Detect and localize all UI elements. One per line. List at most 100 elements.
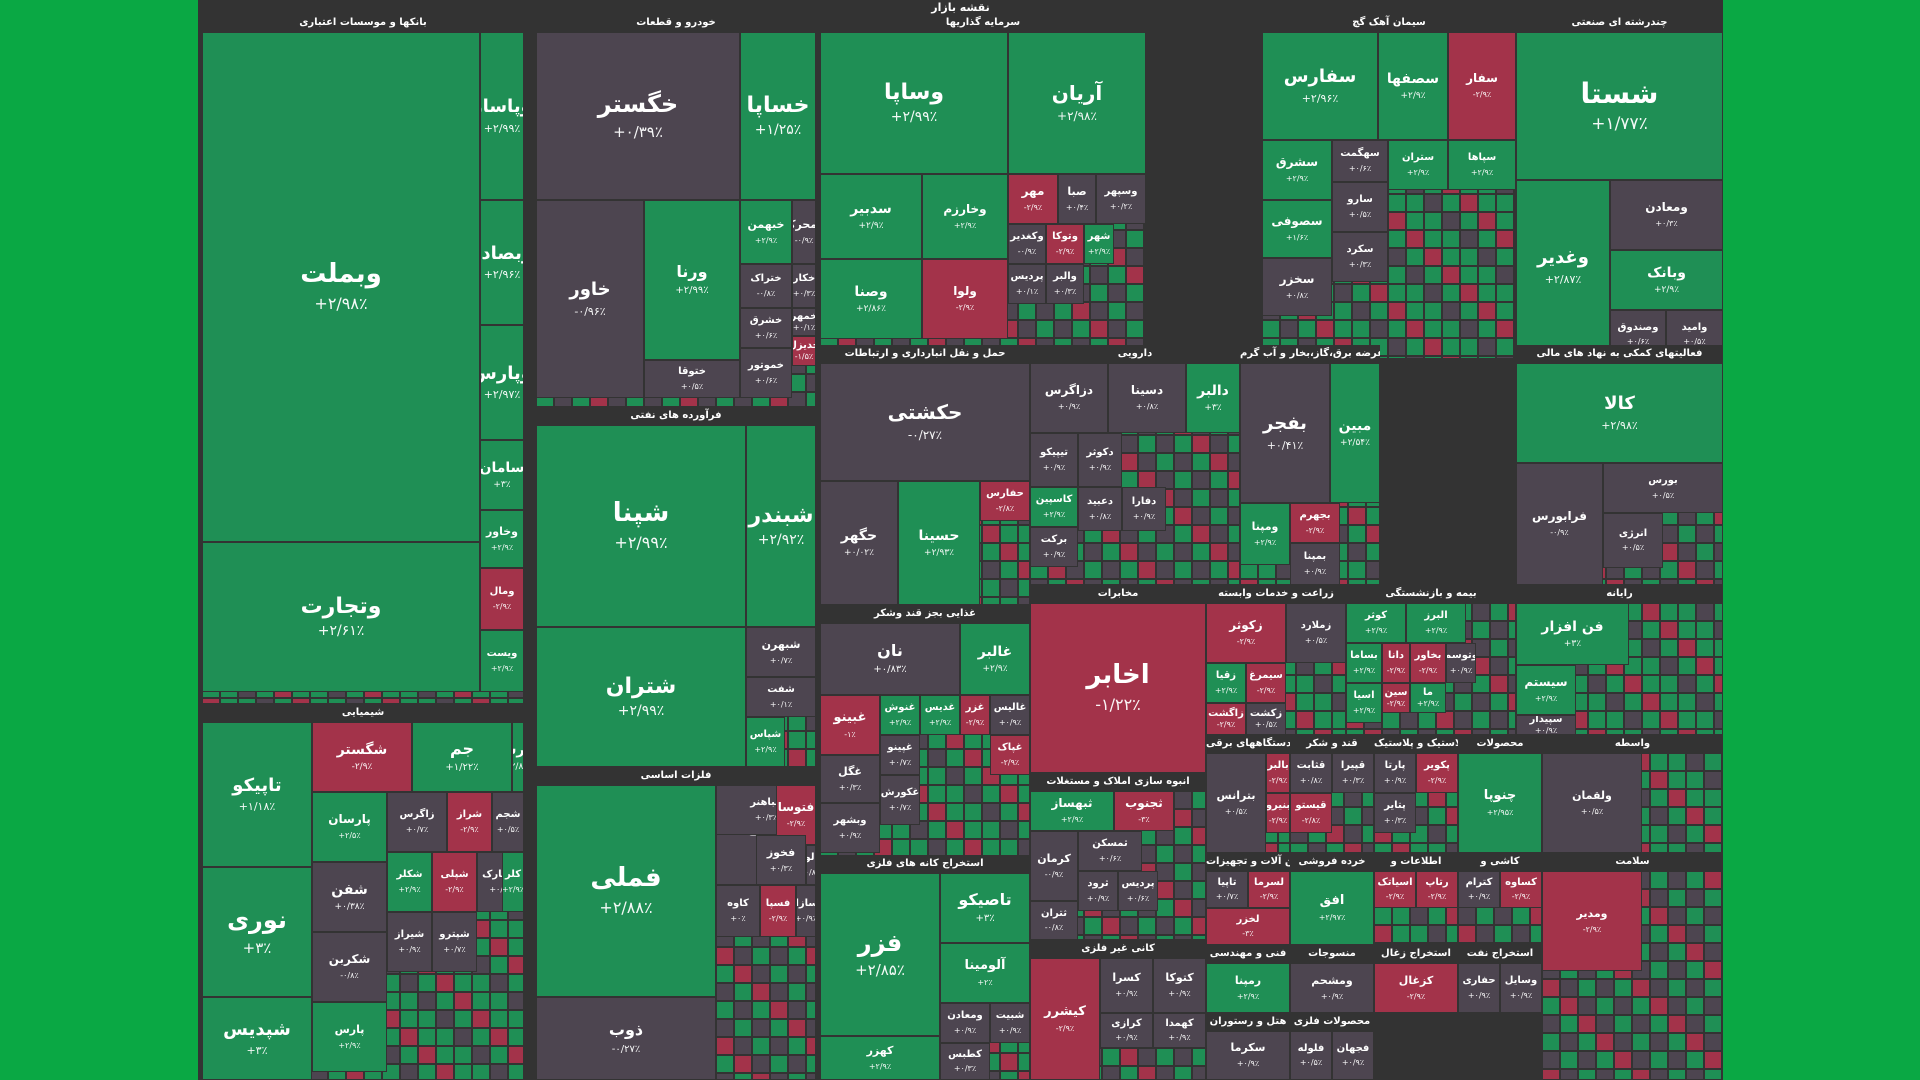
stock-tile[interactable]: حگهر +۰/۰۲٪ [820, 481, 898, 605]
stock-tile[interactable]: زکوثر -۲/۹٪ [1206, 603, 1286, 663]
stock-tile[interactable]: دعبید +۰/۸٪ [1078, 487, 1122, 531]
stock-tile[interactable]: زقیا +۲/۹٪ [1206, 663, 1246, 703]
stock-tile[interactable]: ذوب -۰/۲۷٪ [536, 997, 716, 1080]
stock-tile[interactable]: نوری +۳٪ [202, 867, 312, 997]
stock-tile[interactable]: تاپیکو +۱/۱۸٪ [202, 722, 312, 867]
stock-tile[interactable]: البرز +۲/۹٪ [1406, 603, 1466, 643]
stock-tile[interactable]: سخزر +۰/۸٪ [1262, 258, 1332, 316]
stock-tile[interactable]: ختوقا +۰/۵٪ [644, 360, 740, 398]
stock-tile[interactable]: قیستو -۲/۸٪ [1290, 793, 1332, 833]
stock-tile[interactable]: ومپنا +۲/۹٪ [1240, 503, 1290, 565]
stock-tile[interactable]: صبا +۰/۴٪ [1058, 174, 1096, 224]
stock-tile[interactable]: ورنا +۲/۹۹٪ [644, 200, 740, 360]
stock-tile[interactable]: ثجنوب -۳٪ [1114, 791, 1174, 831]
stock-tile[interactable]: خساپا +۱/۲۵٪ [740, 32, 816, 200]
stock-tile[interactable]: غنوش +۲/۹٪ [880, 695, 920, 735]
stock-tile[interactable]: خاور -۰/۹۶٪ [536, 200, 644, 398]
stock-tile[interactable]: چنوپا +۲/۹۵٪ [1458, 753, 1542, 853]
stock-tile[interactable]: غگل +۰/۳٪ [820, 755, 880, 803]
stock-tile[interactable]: سصوفی +۱/۶٪ [1262, 200, 1332, 258]
stock-tile[interactable]: کرمان -۰/۹٪ [1030, 831, 1078, 901]
stock-tile[interactable]: شپنا +۲/۹۹٪ [536, 425, 746, 627]
stock-tile[interactable]: اسیا +۲/۹٪ [1346, 683, 1382, 723]
stock-tile[interactable]: سامان +۳٪ [480, 440, 524, 510]
stock-tile[interactable]: پردیس +۰/۶٪ [1118, 871, 1158, 911]
stock-tile[interactable]: کتوکا +۰/۹٪ [1153, 958, 1206, 1013]
stock-tile[interactable]: خمحرکه-۰/۹٪ [792, 200, 816, 264]
stock-tile[interactable]: خبهمن +۲/۹٪ [740, 200, 792, 264]
stock-tile[interactable]: وبانک +۲/۹٪ [1610, 250, 1723, 310]
stock-tile[interactable]: ثرود +۰/۹٪ [1078, 871, 1118, 911]
stock-tile[interactable]: وتوسم+۰/۹٪ [1446, 643, 1476, 683]
stock-tile[interactable]: غالبر +۲/۹٪ [960, 623, 1030, 695]
stock-tile[interactable]: شکلر +۲/۹٪ [387, 852, 432, 912]
stock-tile[interactable]: کوثر +۲/۹٪ [1346, 603, 1406, 643]
stock-tile[interactable]: ثمسکن +۰/۶٪ [1078, 831, 1142, 871]
stock-tile[interactable]: فالوم-۰/۸٪ [806, 845, 816, 885]
stock-tile[interactable]: کهمدا +۰/۹٪ [1153, 1013, 1206, 1048]
stock-tile[interactable]: سصفها +۲/۹٪ [1378, 32, 1448, 140]
stock-tile[interactable]: ستران +۲/۹٪ [1388, 140, 1448, 190]
stock-tile[interactable]: خدیزل-۱/۵٪ [792, 336, 816, 366]
stock-tile[interactable]: ثبهساز +۲/۹٪ [1030, 791, 1114, 831]
stock-tile[interactable]: زملارد +۰/۵٪ [1286, 603, 1346, 663]
stock-tile[interactable]: شپاس +۲/۹٪ [746, 717, 785, 767]
stock-tile[interactable]: ومال -۲/۹٪ [480, 568, 524, 630]
stock-tile[interactable]: وبصادر+۲/۹۶٪ [480, 200, 524, 325]
stock-tile[interactable]: دالبر +۳٪ [1186, 363, 1240, 433]
stock-tile[interactable]: شراز -۲/۹٪ [447, 792, 492, 852]
stock-tile[interactable]: سیستم +۲/۹٪ [1516, 665, 1576, 715]
stock-tile[interactable]: شپلی -۲/۹٪ [432, 852, 477, 912]
stock-tile[interactable]: کالا +۲/۹۸٪ [1516, 363, 1723, 463]
stock-tile[interactable]: تاصیکو +۳٪ [940, 873, 1030, 943]
stock-tile[interactable]: بفجر +۰/۴۱٪ [1240, 363, 1330, 503]
stock-tile[interactable]: کهزر +۲/۹٪ [820, 1036, 940, 1080]
stock-tile[interactable]: سکرد +۰/۳٪ [1332, 232, 1388, 282]
stock-tile[interactable]: پارس +۲/۹٪ [312, 1002, 387, 1072]
stock-tile[interactable]: سفارس +۲/۹۶٪ [1262, 32, 1378, 140]
stock-tile[interactable]: وتجارت +۲/۶۱٪ [202, 542, 480, 692]
stock-tile[interactable]: انرژی +۰/۵٪ [1603, 513, 1663, 568]
stock-tile[interactable]: وپاسار+۲/۹۹٪ [480, 32, 524, 200]
stock-tile[interactable]: بنیرو -۲/۹٪ [1266, 793, 1290, 833]
stock-tile[interactable]: شجم +۰/۵٪ [492, 792, 524, 852]
stock-tile[interactable]: لخزر -۳٪ [1206, 908, 1290, 945]
stock-tile[interactable]: شفن +۰/۳۸٪ [312, 862, 387, 932]
stock-tile[interactable]: وبشهر +۰/۹٪ [820, 803, 880, 853]
stock-tile[interactable]: لسرما -۲/۹٪ [1248, 871, 1290, 908]
stock-tile[interactable]: فملی +۲/۸۸٪ [536, 785, 716, 997]
stock-tile[interactable]: غالیس +۰/۹٪ [990, 695, 1030, 735]
stock-tile[interactable]: وخارزم +۲/۹٪ [922, 174, 1008, 259]
stock-tile[interactable]: فزر +۲/۸۵٪ [820, 873, 940, 1036]
stock-tile[interactable]: والبر +۰/۳٪ [1046, 264, 1084, 304]
stock-tile[interactable]: سشرق +۲/۹٪ [1262, 140, 1332, 200]
stock-tile[interactable]: سین -۲/۹٪ [1382, 683, 1410, 713]
stock-tile[interactable]: بترانس +۰/۵٪ [1206, 753, 1266, 853]
stock-tile[interactable]: آریان +۲/۹۸٪ [1008, 32, 1146, 174]
stock-tile[interactable]: وتوکا -۲/۹٪ [1046, 224, 1084, 264]
stock-tile[interactable]: کطبس +۰/۳٪ [940, 1043, 990, 1080]
stock-tile[interactable]: شیراز +۰/۹٪ [387, 912, 432, 972]
stock-tile[interactable]: ومعادن +۰/۹٪ [940, 1003, 990, 1043]
stock-tile[interactable]: دکوثر +۰/۹٪ [1078, 433, 1122, 487]
stock-tile[interactable]: وساپا +۲/۹۹٪ [820, 32, 1008, 174]
stock-tile[interactable]: آلومینا +۲٪ [940, 943, 1030, 1003]
stock-tile[interactable]: سفار -۲/۹٪ [1448, 32, 1516, 140]
stock-tile[interactable]: دسینا +۰/۸٪ [1108, 363, 1186, 433]
stock-tile[interactable]: کاوه +۰٪ [716, 885, 760, 937]
stock-tile[interactable]: وصنا +۲/۸۶٪ [820, 259, 922, 339]
stock-tile[interactable]: کاسپین +۲/۹٪ [1030, 487, 1078, 527]
stock-tile[interactable]: غپینو +۰/۷٪ [880, 735, 920, 775]
stock-tile[interactable]: غزر -۲/۹٪ [960, 695, 990, 735]
stock-tile[interactable]: ومعادن +۰/۳٪ [1610, 180, 1723, 250]
stock-tile[interactable]: ولوا -۲/۹٪ [922, 259, 1008, 339]
stock-tile[interactable]: ویست +۲/۹٪ [480, 630, 524, 692]
stock-tile[interactable]: حکشتی -۰/۲۷٪ [820, 363, 1030, 481]
stock-tile[interactable]: شبهرن +۰/۷٪ [746, 627, 816, 677]
stock-tile[interactable]: سیمرغ -۲/۹٪ [1246, 663, 1286, 703]
stock-tile[interactable]: خموتور +۰/۶٪ [740, 348, 792, 398]
stock-tile[interactable]: شکربن -۰/۸٪ [312, 932, 387, 1002]
stock-tile[interactable]: غپاک -۲/۹٪ [990, 735, 1030, 775]
stock-tile[interactable]: شپدیس +۳٪ [202, 997, 312, 1080]
stock-tile[interactable]: فن افزار +۳٪ [1516, 603, 1629, 665]
